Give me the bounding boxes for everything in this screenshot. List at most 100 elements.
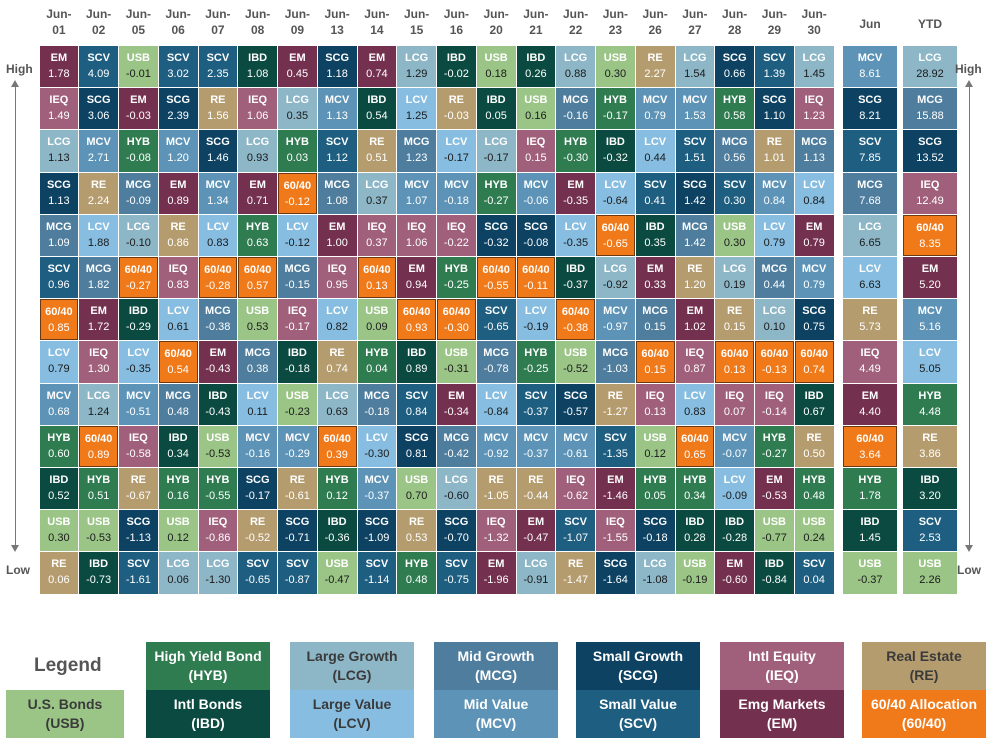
cell-asset-code: 60/40 bbox=[164, 348, 192, 361]
daily-return-cell: IEQ -0.17 bbox=[278, 299, 317, 341]
cell-return-value: 0.12 bbox=[326, 490, 348, 502]
daily-return-cell: RE -0.61 bbox=[278, 468, 317, 510]
cell-asset-code: SCG bbox=[563, 389, 588, 402]
cell-asset-code: MCV bbox=[364, 474, 390, 486]
cell-return-value: 1.13 bbox=[48, 194, 70, 207]
daily-return-cell: 60/40 0.15 bbox=[635, 341, 675, 383]
column-header: Jun- 14 bbox=[357, 6, 397, 38]
cell-asset-code: EM bbox=[50, 52, 68, 64]
cell-asset-code: 60/40 bbox=[681, 432, 709, 445]
daily-return-cell: LCG 0.63 bbox=[317, 383, 357, 425]
daily-return-cell: IBD 0.52 bbox=[39, 468, 79, 510]
legend-item-name: U.S. Bonds bbox=[27, 696, 103, 712]
daily-return-cell: LCV 0.11 bbox=[238, 383, 277, 425]
daily-return-cell: EM 0.94 bbox=[397, 257, 436, 299]
cell-asset-code: SCV bbox=[604, 431, 627, 444]
summary-return-cell: EM 4.40 bbox=[843, 383, 897, 425]
cell-asset-code: LCG bbox=[405, 52, 429, 64]
cell-return-value: 1.45 bbox=[859, 532, 881, 545]
cell-asset-code: EM bbox=[686, 305, 704, 318]
daily-return-cell: MCG -0.09 bbox=[119, 172, 158, 214]
cell-asset-code: HYB bbox=[643, 474, 667, 486]
cell-return-value: 1.06 bbox=[246, 110, 269, 123]
cell-asset-code: SCG bbox=[643, 516, 668, 529]
cell-asset-code: LCG bbox=[643, 558, 667, 571]
daily-return-cell: USB 0.12 bbox=[635, 425, 675, 467]
cell-asset-code: USB bbox=[723, 220, 747, 233]
cell-return-value: 0.13 bbox=[644, 405, 666, 418]
legend-item-name: 60/40 Allocation bbox=[870, 696, 978, 712]
cell-asset-code: SCV bbox=[858, 136, 882, 149]
cell-return-value: 1.34 bbox=[207, 194, 229, 207]
cell-return-value: 0.54 bbox=[167, 364, 189, 377]
cell-asset-code: SCV bbox=[564, 516, 587, 529]
column-header-month: Jun- bbox=[761, 7, 788, 21]
cell-asset-code: LCV bbox=[859, 263, 881, 275]
cell-return-value: -1.35 bbox=[602, 447, 628, 460]
daily-return-cell: HYB -0.30 bbox=[556, 130, 595, 172]
column-header-day: 23 bbox=[608, 23, 623, 37]
cell-asset-code: IBD bbox=[605, 136, 625, 149]
daily-return-cell: LCV 0.79 bbox=[755, 214, 794, 256]
cell-asset-code: MCV bbox=[86, 136, 111, 149]
cell-return-value: -0.01 bbox=[125, 68, 151, 80]
cell-return-value: -0.91 bbox=[523, 574, 549, 587]
daily-return-cell: IEQ -0.86 bbox=[198, 510, 238, 552]
legend-item-name: Large Value bbox=[312, 696, 392, 712]
daily-return-cell: MCV 0.79 bbox=[635, 88, 675, 130]
column-header: Jun- 09 bbox=[278, 6, 318, 38]
daily-return-cell: IBD -0.02 bbox=[437, 46, 476, 88]
cell-return-value: 0.48 bbox=[405, 574, 428, 587]
cell-asset-code: IEQ bbox=[685, 347, 705, 360]
cell-asset-code: USB bbox=[683, 558, 707, 571]
daily-return-cell: USB 0.09 bbox=[357, 299, 397, 341]
cell-return-value: -0.16 bbox=[563, 110, 589, 123]
cell-return-value: 1.29 bbox=[405, 68, 428, 80]
daily-return-cell: 60/40 -0.28 bbox=[198, 257, 238, 299]
cell-asset-code: 60/40 bbox=[561, 306, 590, 319]
cell-asset-code: HYB bbox=[246, 220, 270, 233]
cell-asset-code: SCG bbox=[484, 220, 509, 233]
daily-return-cell: IEQ 0.83 bbox=[158, 257, 198, 299]
cell-asset-code: USB bbox=[802, 516, 826, 529]
side-label-high-left: High bbox=[6, 62, 33, 76]
column-header: Jun- 15 bbox=[397, 6, 437, 38]
cell-asset-code: 60/40 bbox=[641, 348, 669, 361]
cell-asset-code: MCV bbox=[523, 431, 549, 444]
cell-return-value: 7.68 bbox=[859, 194, 881, 207]
daily-return-cell: MCV 1.13 bbox=[317, 88, 357, 130]
cell-asset-code: RE bbox=[329, 347, 345, 360]
cell-asset-code: RE bbox=[408, 516, 425, 529]
cell-asset-code: MCG bbox=[917, 94, 943, 107]
cell-asset-code: IBD bbox=[168, 431, 188, 444]
column-header-day: 09 bbox=[290, 23, 305, 37]
daily-return-cell: MCG -0.15 bbox=[278, 257, 317, 299]
cell-return-value: 0.70 bbox=[405, 490, 428, 502]
cell-return-value: 0.57 bbox=[246, 280, 269, 292]
cell-return-value: -0.64 bbox=[602, 194, 628, 207]
daily-return-cell: USB -0.23 bbox=[278, 383, 317, 425]
legend-item-code: (LCG) bbox=[332, 667, 372, 683]
cell-return-value: -1.96 bbox=[483, 574, 509, 587]
cell-return-value: 3.06 bbox=[87, 110, 110, 123]
cell-return-value: -0.29 bbox=[125, 321, 151, 334]
daily-return-cell: SCV 0.84 bbox=[397, 383, 436, 425]
cell-asset-code: LCG bbox=[126, 220, 150, 233]
cell-return-value: 0.89 bbox=[405, 363, 428, 376]
legend-item-code: (SCG) bbox=[618, 667, 658, 683]
daily-return-cell: SCV -0.65 bbox=[476, 299, 516, 341]
cell-asset-code: IBD bbox=[327, 516, 347, 529]
summary-return-cell: IBD 3.20 bbox=[903, 468, 957, 510]
column-header-day: 05 bbox=[131, 23, 146, 37]
column-header: Jun- 21 bbox=[516, 6, 556, 38]
cell-asset-code: 60/40 bbox=[442, 306, 471, 319]
cell-return-value: 5.20 bbox=[919, 279, 941, 291]
daily-return-cell: SCG -1.09 bbox=[357, 510, 397, 552]
daily-return-cell: SCV 1.39 bbox=[755, 46, 794, 88]
cell-asset-code: RE bbox=[687, 263, 703, 275]
cell-return-value: 0.04 bbox=[803, 574, 825, 587]
cell-asset-code: SCG bbox=[802, 305, 827, 318]
cell-asset-code: SCV bbox=[87, 52, 110, 64]
daily-return-cell: SCG 0.75 bbox=[794, 299, 834, 341]
cell-return-value: -0.37 bbox=[523, 405, 549, 418]
